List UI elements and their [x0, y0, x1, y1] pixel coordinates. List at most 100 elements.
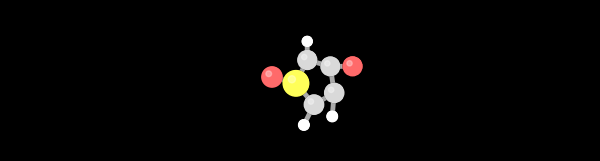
Circle shape: [331, 62, 334, 66]
Circle shape: [316, 101, 317, 102]
Circle shape: [294, 76, 303, 85]
Circle shape: [299, 120, 309, 130]
Circle shape: [343, 57, 362, 76]
Circle shape: [352, 62, 357, 67]
Circle shape: [305, 95, 323, 114]
Circle shape: [354, 63, 356, 65]
Circle shape: [332, 63, 334, 64]
Circle shape: [262, 67, 282, 87]
Circle shape: [306, 38, 310, 43]
Circle shape: [321, 57, 340, 76]
Circle shape: [348, 59, 359, 71]
Circle shape: [329, 112, 336, 119]
Circle shape: [299, 120, 309, 129]
Circle shape: [309, 98, 321, 109]
Circle shape: [332, 114, 334, 116]
Circle shape: [313, 100, 319, 105]
Circle shape: [302, 37, 312, 46]
Circle shape: [296, 78, 302, 83]
Circle shape: [305, 38, 310, 43]
Circle shape: [304, 122, 307, 125]
Circle shape: [308, 56, 311, 59]
Circle shape: [286, 72, 307, 93]
Circle shape: [332, 87, 340, 96]
Circle shape: [325, 61, 330, 66]
Circle shape: [331, 113, 335, 118]
Circle shape: [329, 113, 332, 116]
Circle shape: [284, 71, 308, 95]
Circle shape: [331, 62, 335, 66]
Circle shape: [298, 51, 317, 69]
Circle shape: [353, 62, 356, 66]
Circle shape: [293, 76, 303, 86]
Circle shape: [350, 61, 358, 69]
Circle shape: [333, 88, 340, 94]
Circle shape: [308, 97, 322, 111]
Circle shape: [306, 38, 310, 42]
Circle shape: [270, 71, 278, 79]
Circle shape: [308, 39, 309, 41]
Circle shape: [311, 99, 320, 107]
Circle shape: [302, 36, 312, 46]
Circle shape: [313, 99, 319, 106]
Circle shape: [265, 68, 280, 84]
Circle shape: [292, 76, 304, 87]
Circle shape: [326, 84, 343, 101]
Circle shape: [308, 97, 322, 110]
Circle shape: [327, 60, 337, 70]
Circle shape: [297, 78, 301, 82]
Circle shape: [304, 123, 306, 125]
Circle shape: [329, 113, 336, 119]
Circle shape: [303, 53, 314, 64]
Circle shape: [301, 121, 308, 128]
Circle shape: [323, 58, 338, 74]
Circle shape: [304, 123, 306, 125]
Circle shape: [328, 61, 335, 68]
Circle shape: [350, 61, 358, 68]
Circle shape: [298, 51, 317, 69]
Circle shape: [332, 63, 334, 65]
Circle shape: [306, 55, 313, 61]
Circle shape: [269, 71, 278, 80]
Circle shape: [308, 99, 314, 104]
Circle shape: [303, 122, 307, 126]
Circle shape: [302, 121, 307, 127]
Circle shape: [349, 60, 359, 70]
Circle shape: [349, 60, 359, 70]
Circle shape: [301, 52, 315, 66]
Circle shape: [299, 120, 309, 130]
Circle shape: [304, 95, 323, 114]
Circle shape: [271, 72, 277, 78]
Circle shape: [305, 55, 313, 62]
Circle shape: [307, 39, 310, 42]
Circle shape: [305, 54, 313, 63]
Circle shape: [283, 71, 309, 96]
Circle shape: [310, 98, 320, 109]
Circle shape: [303, 37, 311, 45]
Circle shape: [323, 58, 338, 73]
Circle shape: [266, 69, 280, 83]
Circle shape: [347, 61, 352, 66]
Circle shape: [301, 122, 304, 125]
Circle shape: [308, 39, 309, 41]
Circle shape: [328, 85, 342, 99]
Circle shape: [266, 71, 272, 77]
Circle shape: [346, 58, 361, 73]
Circle shape: [326, 60, 337, 71]
Circle shape: [325, 59, 338, 72]
Circle shape: [300, 52, 316, 67]
Circle shape: [329, 86, 341, 98]
Circle shape: [315, 101, 318, 104]
Circle shape: [325, 84, 343, 102]
Circle shape: [267, 70, 280, 82]
Circle shape: [329, 112, 337, 120]
Circle shape: [353, 62, 357, 66]
Circle shape: [300, 121, 308, 129]
Circle shape: [307, 39, 310, 41]
Circle shape: [344, 57, 362, 75]
Circle shape: [266, 69, 280, 83]
Circle shape: [322, 57, 340, 75]
Circle shape: [331, 113, 335, 118]
Circle shape: [304, 38, 307, 41]
Circle shape: [292, 75, 304, 88]
